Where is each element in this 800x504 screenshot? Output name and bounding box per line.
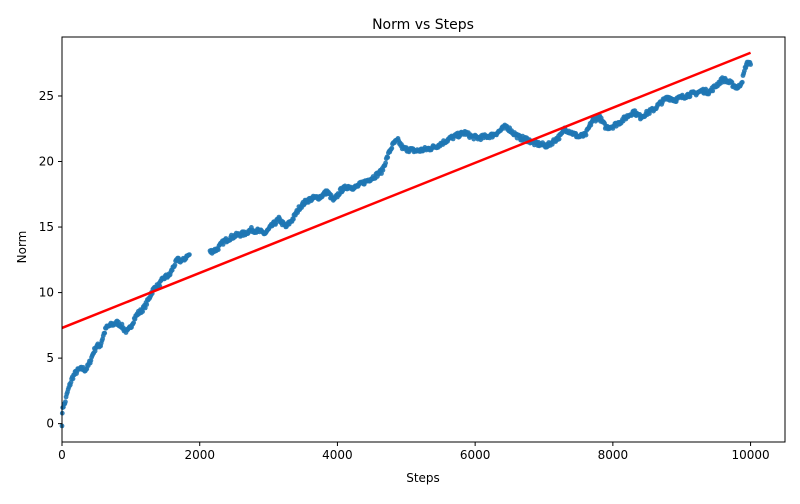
x-axis-label: Steps [406, 471, 440, 485]
y-axis: 0 5 10 15 20 25 [39, 89, 62, 431]
scatter-points [59, 59, 753, 429]
plot-area [59, 36, 786, 443]
data-point [710, 88, 716, 94]
y-tick-label: 5 [46, 351, 54, 365]
data-point [380, 167, 386, 173]
x-tick-label: 8000 [598, 448, 629, 462]
chart-title: Norm vs Steps [372, 17, 474, 33]
data-point [70, 376, 76, 382]
y-tick-label: 15 [39, 220, 54, 234]
data-point [220, 242, 226, 247]
data-point [385, 155, 391, 160]
data-point [187, 252, 192, 257]
data-point [131, 320, 137, 326]
data-point [583, 132, 589, 138]
data-point [383, 160, 388, 166]
data-point [119, 321, 125, 327]
data-point [144, 302, 150, 307]
data-point [748, 62, 753, 67]
y-tick-label: 20 [39, 155, 54, 169]
axes-frame [61, 36, 786, 443]
x-tick-label: 4000 [322, 448, 353, 462]
data-point [215, 247, 221, 253]
data-point [389, 145, 395, 151]
x-tick-label: 2000 [184, 448, 215, 462]
data-point [63, 399, 68, 405]
x-axis: 0 2000 4000 6000 8000 10000 [58, 442, 770, 462]
data-point [140, 309, 146, 314]
y-tick-label: 10 [39, 286, 54, 300]
x-tick-label: 10000 [731, 448, 769, 462]
y-axis-label: Norm [15, 231, 29, 264]
data-point [703, 86, 709, 92]
fit-line [61, 51, 752, 330]
data-point [556, 136, 562, 142]
x-tick-label: 0 [58, 448, 66, 462]
y-tick-label: 0 [46, 417, 54, 431]
data-point [291, 216, 296, 222]
data-point [102, 330, 108, 336]
x-tick-label: 6000 [460, 448, 491, 462]
data-point [739, 79, 745, 85]
y-tick-label: 25 [39, 89, 54, 103]
data-point [172, 262, 178, 268]
